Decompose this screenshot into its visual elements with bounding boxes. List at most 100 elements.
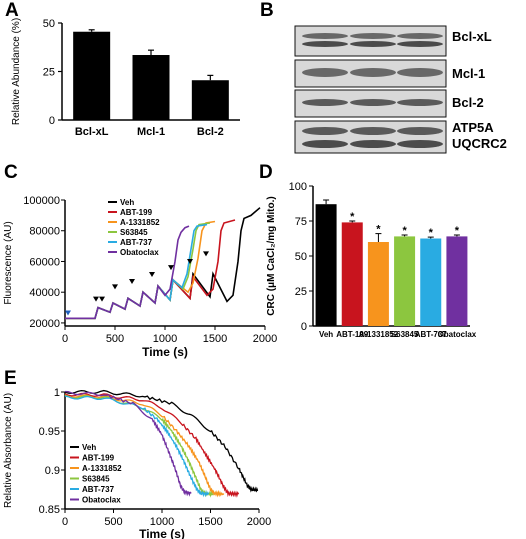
bar-obatoclax: [446, 236, 468, 326]
legend-label-abt-737: ABT-737: [82, 485, 115, 494]
legend-label-obatoclax: Obatoclax: [82, 496, 121, 505]
legend-label-abt-199: ABT-199: [120, 208, 153, 217]
x-tick-label: 2000: [253, 333, 277, 345]
significance-marker: *: [402, 225, 407, 237]
series-line-obatoclax: [65, 225, 190, 320]
chart-relative-abundance: 0 25 50 Bcl-xL Mcl-1 Bcl-2 Relative Abundance …: [11, 18, 240, 138]
chart-fluorescence: 20000 40000 60000 80000 100000 0 500 1000 1500 20…: [3, 195, 277, 359]
series-line-veh: [64, 389, 259, 493]
marker-black: [93, 296, 99, 302]
bar-abt-199: [341, 222, 363, 326]
x-tick-label: 1500: [198, 516, 222, 528]
bar-s63845: [394, 236, 416, 326]
blot-band: [302, 41, 348, 47]
x-tick-label-s63845: S63845: [391, 330, 419, 339]
legend-label-veh: Veh: [82, 443, 96, 452]
y-tick-label: 20000: [29, 318, 60, 330]
significance-marker: *: [429, 227, 434, 239]
series-line-a-1331852: [64, 394, 225, 498]
x-tick-label-a-1331852: A-1331852: [359, 330, 399, 339]
y-tick-label: 25: [43, 67, 55, 79]
blot-band: [397, 99, 443, 106]
blot-band: [397, 127, 443, 135]
y-tick-label: 0.9: [45, 465, 60, 477]
bar-bcl-2: [191, 80, 229, 120]
marker-blue: [65, 310, 71, 316]
blot-band: [397, 68, 443, 77]
y-tick-label: 60000: [29, 256, 60, 268]
x-tick-label-veh: Veh: [319, 330, 333, 339]
marker-black: [112, 284, 118, 290]
x-tick-label-bcl-xl: Bcl-xL: [75, 126, 109, 138]
blot-band: [302, 68, 348, 77]
x-tick-label-abt-199: ABT-199: [336, 330, 369, 339]
x-axis-label: Time (s): [139, 527, 185, 539]
bar-veh: [315, 204, 337, 326]
y-tick-label: 80000: [29, 226, 60, 238]
y-tick-label: 40000: [29, 287, 60, 299]
western-blot: Bcl-xL Mcl-1 Bcl-2 ATP5A UQCRC2: [294, 25, 507, 154]
y-axis-label: Relative Abundance (%): [11, 18, 22, 125]
marker-black: [129, 278, 135, 284]
blot-band: [397, 140, 443, 148]
blot-band: [350, 33, 396, 39]
marker-black: [203, 251, 209, 257]
blot-band: [350, 68, 396, 77]
panel-label-d: D: [259, 162, 273, 183]
blot-band: [350, 127, 396, 135]
blot-atp5a-uqcrc2: [294, 120, 447, 154]
blot-band: [350, 140, 396, 148]
y-tick-label: 50: [295, 251, 307, 263]
x-tick-label: 1000: [150, 516, 174, 528]
significance-marker: *: [376, 224, 381, 236]
legend-label-a-1331852: A-1331852: [82, 464, 122, 473]
blot-label-bcl-2: Bcl-2: [452, 95, 484, 110]
significance-marker: *: [350, 211, 355, 223]
legend-label-s63845: S63845: [82, 475, 110, 484]
chart-crc: 0 25 50 75 100 Veh * ABT-199 * A-1331852 * S63845 * A…: [266, 181, 477, 339]
blot-label-mcl-1: Mcl-1: [452, 66, 485, 81]
series-line-obatoclax: [64, 390, 192, 497]
blot-band: [302, 140, 348, 148]
y-axis-label: Fluorescence (AU): [3, 221, 14, 304]
series-line-veh: [65, 207, 261, 320]
blot-band: [350, 99, 396, 106]
blot-band: [397, 33, 443, 39]
y-tick-label: 0: [49, 115, 55, 127]
y-tick-label: 0: [301, 321, 307, 333]
bar-abt-737: [420, 238, 442, 326]
blot-band: [302, 99, 348, 106]
legend-label-abt-737: ABT-737: [120, 238, 153, 247]
legend-label-obatoclax: Obatoclax: [120, 248, 159, 257]
x-tick-label: 2000: [247, 516, 271, 528]
panel-label-a: A: [5, 0, 19, 21]
y-tick-label: 100000: [23, 195, 60, 207]
x-tick-label: 0: [62, 333, 68, 345]
series-line-abt-199: [64, 392, 240, 498]
blot-label-bcl-xl: Bcl-xL: [452, 29, 492, 44]
y-tick-label: 100: [289, 181, 307, 193]
panel-label-e: E: [4, 368, 17, 389]
x-tick-label: 500: [106, 333, 124, 345]
y-tick-label: 75: [295, 216, 307, 228]
x-tick-label: 500: [104, 516, 122, 528]
y-axis-label: Relative Absorbance (AU): [3, 393, 14, 508]
blot-bcl-xl: [294, 25, 447, 57]
y-tick-label: 1: [54, 387, 60, 399]
blot-label-uqcrc2: UQCRC2: [452, 136, 507, 151]
chart-absorbance: 0.85 0.9 0.95 1 0 500 1000 1500 2000 Veh ABT-199A-…: [3, 387, 271, 539]
y-axis-label: CRC (μM CaCl₂/mg Mito.): [266, 196, 277, 315]
x-tick-label-bcl-2: Bcl-2: [197, 126, 224, 138]
marker-black: [187, 259, 193, 264]
blot-band: [350, 41, 396, 47]
series-line-abt-199: [65, 219, 236, 320]
y-tick-label: 50: [43, 18, 55, 30]
blot-band: [397, 41, 443, 47]
blot-band: [302, 127, 348, 135]
x-tick-label-mcl-1: Mcl-1: [137, 126, 165, 138]
panel-label-c: C: [4, 162, 18, 183]
x-tick-label-abt-737: ABT-737: [415, 330, 448, 339]
y-tick-label: 0.85: [39, 504, 60, 516]
blot-label-atp5a: ATP5A: [452, 120, 494, 135]
blot-band: [302, 33, 348, 39]
